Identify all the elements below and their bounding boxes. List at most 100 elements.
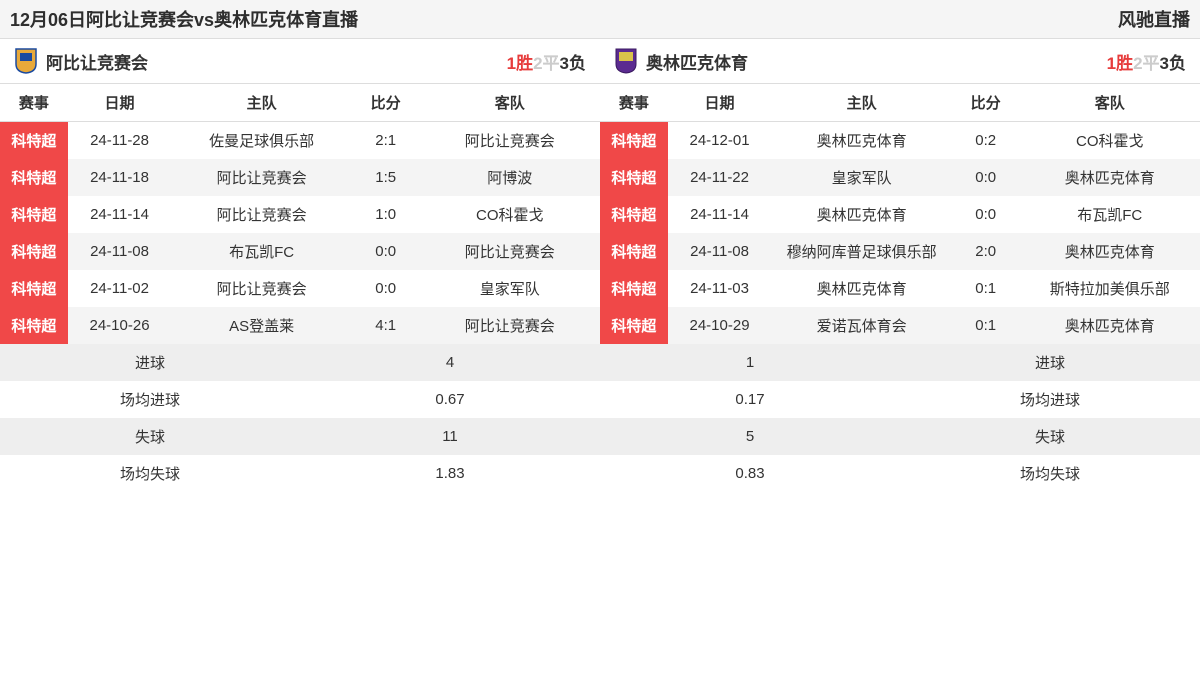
stats-value-left: 0.67 [300, 381, 600, 418]
wins-count: 1 [1107, 54, 1116, 73]
home-cell: 阿比让竞赛会 [171, 159, 351, 196]
stats-row: 场均进球0.670.17场均进球 [0, 381, 1200, 418]
away-cell: 阿博波 [420, 159, 601, 196]
table-row: 科特超24-11-14阿比让竞赛会1:0CO科霍戈 [0, 196, 600, 233]
stats-value-left: 4 [300, 344, 600, 381]
away-cell: 阿比让竞赛会 [420, 122, 601, 160]
draws-label: 平 [1143, 54, 1160, 73]
score-cell: 0:0 [952, 159, 1020, 196]
away-cell: 斯特拉加美俱乐部 [1020, 270, 1200, 307]
score-cell: 1:0 [352, 196, 420, 233]
stats-label-right: 失球 [900, 418, 1200, 455]
table-header-row: 赛事 日期 主队 比分 客队 [600, 84, 1200, 122]
table-header-row: 赛事 日期 主队 比分 客队 [0, 84, 600, 122]
score-cell: 4:1 [352, 307, 420, 344]
team-header-left: 阿比让竞赛会 1胜2平3负 [0, 39, 600, 84]
site-brand: 风驰直播 [1118, 6, 1190, 32]
stats-row: 进球41进球 [0, 344, 1200, 381]
stats-value-right: 1 [600, 344, 900, 381]
team-logo-right [614, 47, 638, 75]
table-row: 科特超24-10-29爱诺瓦体育会0:1奥林匹克体育 [600, 307, 1200, 344]
draws-label: 平 [543, 54, 560, 73]
date-cell: 24-11-18 [68, 159, 172, 196]
stats-table: 进球41进球场均进球0.670.17场均进球失球115失球场均失球1.830.8… [0, 344, 1200, 492]
date-cell: 24-11-28 [68, 122, 172, 160]
date-cell: 24-11-02 [68, 270, 172, 307]
date-cell: 24-11-08 [68, 233, 172, 270]
date-cell: 24-11-14 [68, 196, 172, 233]
table-row: 科特超24-11-08布瓦凯FC0:0阿比让竞赛会 [0, 233, 600, 270]
away-cell: 布瓦凯FC [1020, 196, 1200, 233]
league-cell: 科特超 [600, 196, 668, 233]
table-row: 科特超24-11-28佐曼足球俱乐部2:1阿比让竞赛会 [0, 122, 600, 160]
home-cell: AS登盖莱 [171, 307, 351, 344]
col-away: 客队 [1020, 84, 1200, 122]
away-cell: 阿比让竞赛会 [420, 307, 601, 344]
match-tables-row: 赛事 日期 主队 比分 客队 科特超24-11-28佐曼足球俱乐部2:1阿比让竞… [0, 84, 1200, 344]
loses-count: 3 [560, 54, 569, 73]
away-cell: 奥林匹克体育 [1020, 233, 1200, 270]
stats-label-right: 场均进球 [900, 381, 1200, 418]
stats-label-left: 失球 [0, 418, 300, 455]
league-cell: 科特超 [600, 122, 668, 160]
away-cell: 皇家军队 [420, 270, 601, 307]
col-away: 客队 [420, 84, 601, 122]
team-record-left: 1胜2平3负 [507, 49, 586, 74]
score-cell: 0:1 [952, 270, 1020, 307]
date-cell: 24-12-01 [668, 122, 772, 160]
score-cell: 0:0 [952, 196, 1020, 233]
table-row: 科特超24-11-14奥林匹克体育0:0布瓦凯FC [600, 196, 1200, 233]
home-cell: 阿比让竞赛会 [171, 196, 351, 233]
away-cell: CO科霍戈 [420, 196, 601, 233]
score-cell: 0:1 [952, 307, 1020, 344]
col-home: 主队 [171, 84, 351, 122]
league-cell: 科特超 [0, 159, 68, 196]
stats-value-right: 0.83 [600, 455, 900, 492]
away-cell: CO科霍戈 [1020, 122, 1200, 160]
away-cell: 奥林匹克体育 [1020, 307, 1200, 344]
team-name-right: 奥林匹克体育 [646, 49, 748, 74]
stats-label-left: 进球 [0, 344, 300, 381]
loses-label: 负 [1169, 54, 1186, 73]
league-cell: 科特超 [0, 122, 68, 160]
score-cell: 2:1 [352, 122, 420, 160]
wins-label: 胜 [516, 54, 533, 73]
league-cell: 科特超 [0, 307, 68, 344]
home-cell: 布瓦凯FC [171, 233, 351, 270]
col-league: 赛事 [600, 84, 668, 122]
team-header-right: 奥林匹克体育 1胜2平3负 [600, 39, 1200, 84]
score-cell: 0:0 [352, 233, 420, 270]
stats-value-right: 0.17 [600, 381, 900, 418]
team-name-left: 阿比让竞赛会 [46, 49, 148, 74]
date-cell: 24-11-03 [668, 270, 772, 307]
home-cell: 奥林匹克体育 [771, 270, 951, 307]
draws-count: 2 [533, 54, 542, 73]
loses-count: 3 [1160, 54, 1169, 73]
date-cell: 24-11-08 [668, 233, 772, 270]
league-cell: 科特超 [600, 159, 668, 196]
score-cell: 0:0 [352, 270, 420, 307]
score-cell: 0:2 [952, 122, 1020, 160]
date-cell: 24-10-29 [668, 307, 772, 344]
table-row: 科特超24-11-22皇家军队0:0奥林匹克体育 [600, 159, 1200, 196]
score-cell: 1:5 [352, 159, 420, 196]
stats-value-left: 1.83 [300, 455, 600, 492]
stats-label-right: 场均失球 [900, 455, 1200, 492]
league-cell: 科特超 [600, 270, 668, 307]
stats-value-right: 5 [600, 418, 900, 455]
away-cell: 奥林匹克体育 [1020, 159, 1200, 196]
col-score: 比分 [352, 84, 420, 122]
wins-label: 胜 [1116, 54, 1133, 73]
col-league: 赛事 [0, 84, 68, 122]
date-cell: 24-11-22 [668, 159, 772, 196]
table-row: 科特超24-10-26AS登盖莱4:1阿比让竞赛会 [0, 307, 600, 344]
col-score: 比分 [952, 84, 1020, 122]
score-cell: 2:0 [952, 233, 1020, 270]
stats-row: 场均失球1.830.83场均失球 [0, 455, 1200, 492]
league-cell: 科特超 [0, 233, 68, 270]
table-row: 科特超24-11-03奥林匹克体育0:1斯特拉加美俱乐部 [600, 270, 1200, 307]
page-header: 12月06日阿比让竞赛会vs奥林匹克体育直播 风驰直播 [0, 0, 1200, 39]
table-row: 科特超24-11-02阿比让竞赛会0:0皇家军队 [0, 270, 600, 307]
home-cell: 穆纳阿库普足球俱乐部 [771, 233, 951, 270]
stats-label-left: 场均进球 [0, 381, 300, 418]
